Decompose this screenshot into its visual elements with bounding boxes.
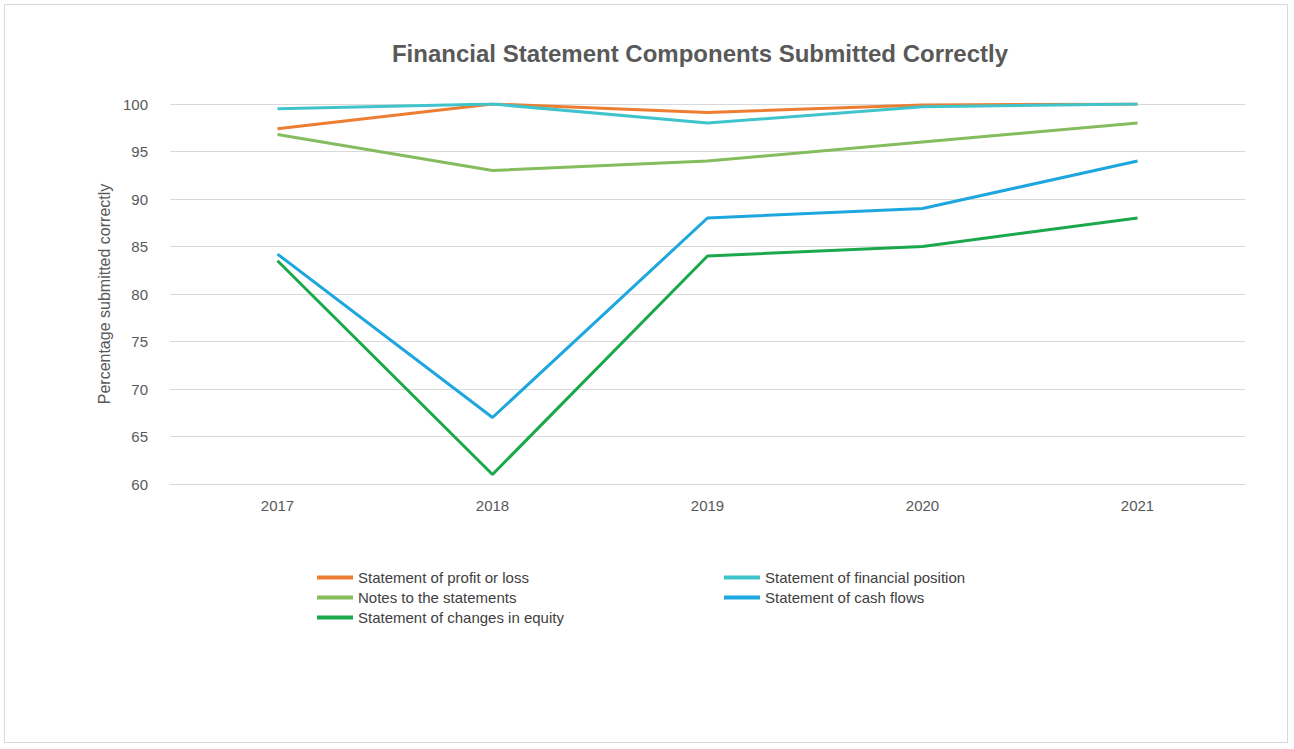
svg-text:60: 60 (131, 476, 148, 493)
svg-text:100: 100 (123, 96, 148, 113)
svg-text:2020: 2020 (906, 497, 939, 514)
svg-text:Statement of cash flows: Statement of cash flows (765, 589, 924, 606)
svg-text:70: 70 (131, 381, 148, 398)
svg-text:Financial Statement Components: Financial Statement Components Submitted… (392, 40, 1009, 67)
svg-text:2021: 2021 (1121, 497, 1154, 514)
svg-text:2017: 2017 (261, 497, 294, 514)
svg-text:80: 80 (131, 286, 148, 303)
svg-text:Percentage submitted correctly: Percentage submitted correctly (96, 184, 113, 405)
svg-text:85: 85 (131, 238, 148, 255)
svg-text:Notes to the statements: Notes to the statements (358, 589, 516, 606)
svg-text:Statement of profit or loss: Statement of profit or loss (358, 569, 529, 586)
svg-text:Statement of financial positio: Statement of financial position (765, 569, 965, 586)
svg-text:75: 75 (131, 333, 148, 350)
svg-text:2018: 2018 (476, 497, 509, 514)
svg-text:90: 90 (131, 191, 148, 208)
svg-text:Statement of changes in equity: Statement of changes in equity (358, 609, 564, 626)
svg-text:95: 95 (131, 143, 148, 160)
svg-text:65: 65 (131, 428, 148, 445)
svg-text:2019: 2019 (691, 497, 724, 514)
